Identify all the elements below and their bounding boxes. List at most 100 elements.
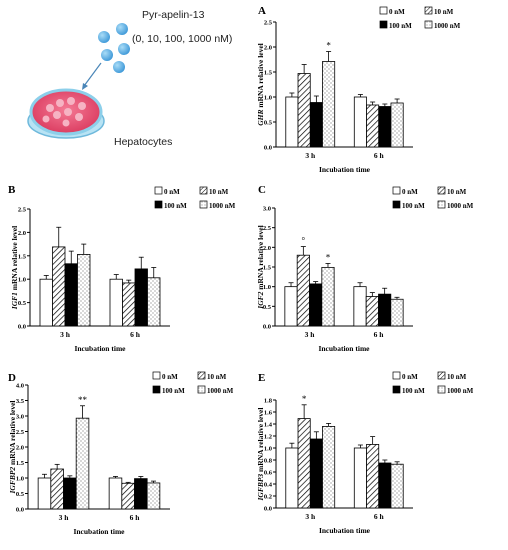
legend-swatch [437, 385, 446, 394]
y-tick-label: 0.0 [16, 507, 24, 514]
legend-swatch [437, 186, 446, 195]
x-axis-label: Incubation time [319, 526, 371, 535]
y-tick-label: 2.0 [18, 230, 26, 237]
y-tick-label: 0.5 [264, 120, 273, 127]
bar [134, 478, 148, 510]
legend: 0 nM 10 nM 100 nM 1000 nM [379, 6, 461, 30]
y-tick-label: 1.5 [18, 253, 27, 260]
bar [64, 263, 78, 327]
legend-swatch [379, 20, 388, 29]
bar [147, 277, 161, 327]
legend-label: 0 nM [162, 373, 178, 381]
legend-label: 1000 nM [207, 387, 234, 395]
y-tick-label: 0.6 [264, 470, 273, 477]
significance-mark: * [302, 394, 307, 404]
legend-swatch [154, 186, 163, 195]
panel-letter: D [8, 372, 16, 384]
bar [285, 447, 299, 509]
legend-label: 0 nM [402, 188, 418, 196]
y-tick-label: 1.0 [263, 284, 271, 291]
y-tick-label: 1.5 [263, 265, 272, 272]
bar [378, 106, 392, 148]
bar [134, 268, 148, 327]
y-tick-label: 1.0 [16, 476, 24, 483]
legend-label: 0 nM [164, 188, 180, 196]
category-label: 3 h [59, 513, 70, 522]
legend-label: 10 nM [447, 373, 467, 381]
bar [52, 246, 66, 327]
legend-label: 1000 nM [447, 387, 474, 395]
bar [63, 477, 77, 510]
bar [39, 278, 53, 327]
bar [365, 296, 379, 327]
y-tick-label: 3.0 [263, 206, 271, 213]
legend-label: 0 nM [389, 8, 405, 16]
bar [109, 278, 123, 327]
y-axis-label: IGF1 mRNA relative level [10, 226, 19, 310]
y-tick-label: 4.0 [16, 383, 24, 390]
drops-icon [98, 23, 130, 73]
bar [309, 102, 323, 148]
y-axis-gene: IGFBP2 [8, 467, 17, 495]
bar [366, 104, 380, 148]
y-tick-label: 0.5 [18, 300, 27, 307]
y-tick-label: 2.5 [16, 429, 25, 436]
legend-swatch [199, 186, 208, 195]
legend-swatch [379, 6, 388, 15]
category-label: 6 h [130, 513, 141, 522]
bar [309, 438, 323, 509]
legend-swatch [392, 385, 401, 394]
legend: 0 nM 10 nM 100 nM 1000 nM [152, 371, 234, 395]
y-axis-label-rest: mRNA relative level [10, 226, 19, 292]
legend-label: 100 nM [162, 387, 185, 395]
bar [108, 477, 123, 510]
y-tick-label: 0.0 [264, 145, 272, 152]
y-tick-label: 1.0 [18, 277, 26, 284]
experiment-illustration: Pyr-apelin-13 (0, 10, 100, 1000 nM) Hepa… [27, 9, 232, 148]
y-tick-label: 2.0 [264, 45, 272, 52]
bar [321, 266, 335, 327]
bar [353, 96, 367, 148]
legend-label: 100 nM [402, 387, 425, 395]
category-label: 6 h [374, 330, 385, 339]
y-tick-label: 0.8 [264, 458, 273, 465]
y-tick-label: 1.4 [264, 422, 273, 429]
panel-b-chart: B 0.0 0.5 1.0 1.5 2.0 2.5 IGF1 mRNA relative le… [8, 184, 236, 353]
legend-swatch [199, 200, 208, 209]
bar [122, 282, 136, 327]
legend-swatch [424, 6, 433, 15]
y-tick-label: 1.8 [264, 398, 273, 405]
legend-label: 100 nM [402, 202, 425, 210]
y-axis-label-rest: mRNA relative level [8, 401, 17, 467]
y-tick-label: 0.0 [18, 324, 26, 331]
bar [378, 462, 392, 509]
legend-label: 10 nM [209, 188, 229, 196]
bar [309, 283, 323, 327]
category-label: 3 h [305, 151, 316, 160]
legend-swatch [152, 371, 161, 380]
panel-e-chart: E 0.0 0.2 0.4 0.6 0.8 1.0 1.2 1.4 1.6 1.8 IGFBP3 mR… [256, 371, 474, 535]
legend-swatch [197, 371, 206, 380]
x-axis-label: Incubation time [73, 527, 125, 536]
y-tick-label: 3.5 [16, 398, 25, 405]
panel-letter: C [258, 184, 266, 196]
panel-letter: B [8, 184, 16, 196]
legend-label: 100 nM [389, 22, 412, 30]
category-label: 6 h [130, 330, 141, 339]
bar [285, 96, 299, 148]
y-axis-gene: IGF1 [10, 292, 19, 310]
y-tick-label: 1.0 [264, 446, 272, 453]
panel-c-chart: C 0.0 0.5 1.0 1.5 2.0 2.5 3.0 IGF2 mRNA relative… [256, 184, 474, 353]
legend-label: 1000 nM [209, 202, 236, 210]
y-tick-label: 2.0 [263, 245, 271, 252]
significance-mark: ° [302, 236, 306, 246]
legend-swatch [392, 200, 401, 209]
y-tick-label: 1.5 [264, 70, 273, 77]
significance-mark: * [326, 41, 331, 51]
y-axis-label: IGF2 mRNA relative level [256, 225, 265, 309]
bar [75, 417, 90, 510]
legend-label: 0 nM [402, 373, 418, 381]
bar [37, 477, 52, 510]
bar [390, 463, 404, 509]
legend-label: 1000 nM [447, 202, 474, 210]
